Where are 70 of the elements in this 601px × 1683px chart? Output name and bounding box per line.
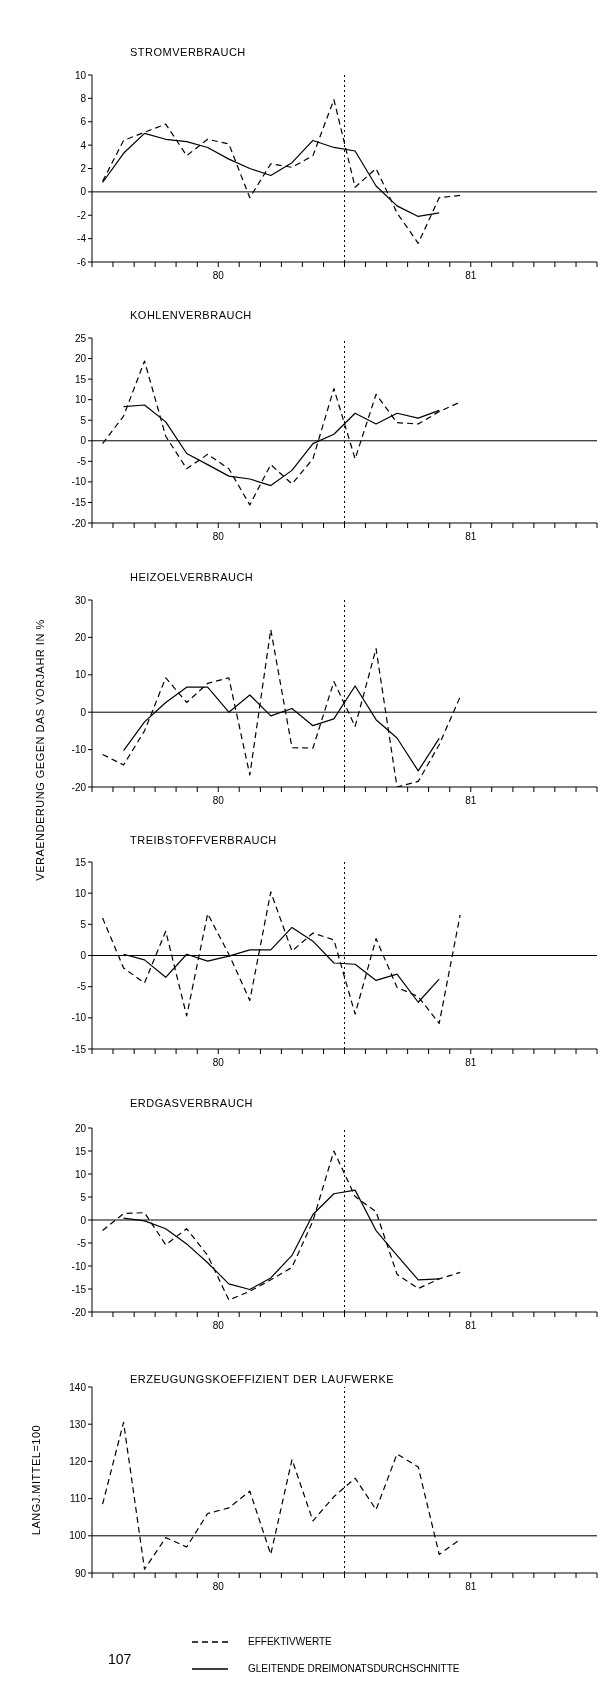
- y-tick-label: 100: [69, 1530, 87, 1542]
- x-tick-label: 80: [212, 270, 224, 282]
- y-tick-label: 10: [74, 394, 87, 406]
- y-tick-label: 110: [70, 1493, 87, 1505]
- y-tick-label: -4: [77, 233, 87, 245]
- x-tick-label: 80: [212, 795, 224, 807]
- y-tick-label: -15: [71, 1283, 87, 1295]
- y-tick-label: 10: [74, 669, 87, 681]
- legend-label: EFFEKTIVWERTE: [248, 1636, 332, 1647]
- y-tick-label: 10: [74, 1168, 87, 1180]
- y-tick-label: -10: [71, 1012, 87, 1024]
- chart-title: ERZEUGUNGSKOEFFIZIENT DER LAUFWERKE: [130, 1373, 395, 1385]
- x-tick-label: 80: [212, 1057, 224, 1069]
- y-tick-label: 25: [74, 332, 87, 344]
- y-tick-label: -10: [71, 744, 87, 756]
- y-tick-label: -20: [71, 781, 87, 793]
- y-tick-label: -2: [77, 209, 87, 221]
- y-tick-label: 0: [80, 950, 87, 962]
- x-tick-label: 81: [465, 1581, 477, 1593]
- x-tick-label: 81: [465, 531, 477, 543]
- y-tick-label: 15: [74, 1145, 87, 1157]
- y-tick-label: 8: [80, 92, 87, 104]
- y-tick-label: 20: [74, 353, 87, 365]
- y-tick-label: -10: [71, 1260, 87, 1272]
- y-tick-label: 0: [80, 435, 87, 447]
- y-tick-label: -6: [77, 256, 87, 268]
- y-axis-title: LANGJ.MITTEL=100: [30, 1424, 42, 1536]
- y-tick-label: 20: [74, 631, 87, 643]
- y-tick-label: 5: [80, 414, 87, 426]
- y-tick-label: 10: [74, 887, 87, 899]
- x-tick-label: 80: [212, 531, 224, 543]
- x-tick-label: 80: [212, 1581, 224, 1593]
- y-tick-label: 0: [80, 1214, 87, 1226]
- x-tick-label: 80: [212, 1320, 224, 1332]
- y-tick-label: 10: [74, 69, 87, 81]
- y-tick-label: 130: [69, 1418, 87, 1430]
- y-tick-label: 90: [74, 1567, 87, 1579]
- y-tick-label: 5: [80, 1191, 87, 1203]
- y-tick-label: 15: [74, 856, 87, 868]
- y-tick-label: -15: [71, 496, 87, 508]
- y-tick-label: 30: [74, 594, 87, 606]
- y-tick-label: -5: [77, 1237, 87, 1249]
- x-tick-label: 81: [465, 1320, 477, 1332]
- chart-title: TREIBSTOFFVERBRAUCH: [130, 834, 277, 846]
- y-tick-label: 5: [80, 918, 87, 930]
- chart-title: STROMVERBRAUCH: [130, 46, 246, 58]
- y-tick-label: -15: [71, 1043, 87, 1055]
- y-tick-label: 6: [80, 116, 87, 128]
- y-tick-label: 15: [74, 373, 87, 385]
- y-tick-label: 0: [80, 186, 87, 198]
- legend-label: GLEITENDE DREIMONATSDURCHSCHNITTE: [248, 1663, 460, 1674]
- y-tick-label: 4: [80, 139, 87, 151]
- y-tick-label: -20: [71, 1306, 87, 1318]
- y-tick-label: 20: [74, 1122, 87, 1134]
- x-tick-label: 81: [465, 795, 477, 807]
- x-tick-label: 81: [465, 1057, 477, 1069]
- y-axis-title: VERAENDERUNG GEGEN DAS VORJAHR IN %: [34, 619, 46, 881]
- y-tick-label: -5: [77, 455, 87, 467]
- y-tick-label: 120: [69, 1455, 87, 1467]
- y-tick-label: -20: [71, 517, 87, 529]
- y-tick-label: 140: [69, 1381, 87, 1393]
- chart-title: KOHLENVERBRAUCH: [130, 309, 252, 321]
- y-tick-label: -10: [71, 476, 87, 488]
- chart-title: HEIZOELVERBRAUCH: [130, 571, 254, 583]
- y-tick-label: 0: [80, 706, 87, 718]
- y-tick-label: 2: [80, 163, 87, 175]
- text: 107: [108, 1651, 132, 1667]
- chart-title: ERDGASVERBRAUCH: [130, 1097, 254, 1109]
- y-tick-label: -5: [77, 981, 87, 993]
- x-tick-label: 81: [465, 270, 477, 282]
